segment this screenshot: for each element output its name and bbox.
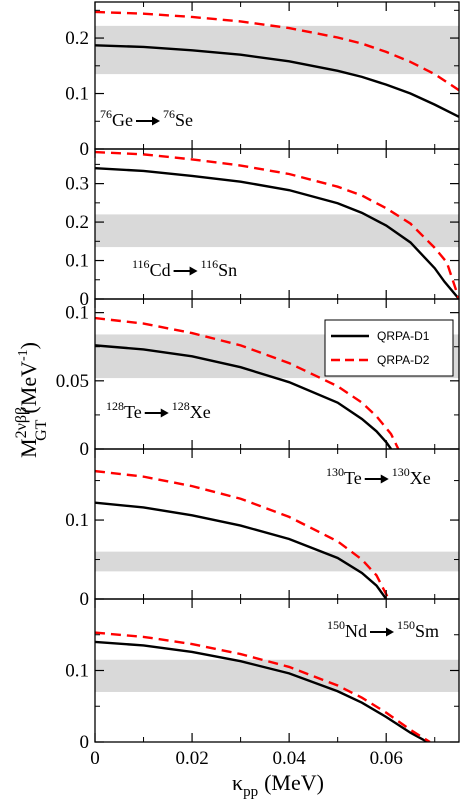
y-tick-label: 0.3	[65, 174, 89, 195]
daughter-symbol: Xe	[190, 402, 211, 422]
parent-symbol: Nd	[345, 621, 367, 641]
experimental-band	[95, 25, 459, 75]
series-line-qrpa-d1	[95, 640, 429, 742]
arrow-head	[152, 116, 160, 126]
y-tick-label: 0.05	[56, 371, 89, 392]
series-line-qrpa-d2	[95, 631, 431, 742]
daughter-symbol: Se	[175, 110, 193, 130]
parent-symbol: Te	[344, 468, 362, 488]
parent-mass: 128	[106, 399, 124, 413]
y-tick-label: 0.1	[65, 510, 89, 531]
reaction-arrow-icon	[364, 474, 389, 484]
daughter-symbol: Xe	[410, 468, 431, 488]
series-line-qrpa-d1	[95, 44, 459, 118]
y-tick-label: 0	[80, 139, 90, 160]
y-axis-subscript: GT	[33, 419, 50, 441]
experimental-band	[95, 214, 459, 248]
experimental-band	[95, 551, 459, 572]
y-axis-superscript: 2νββ	[13, 407, 30, 439]
arrow-head	[380, 474, 389, 484]
series-line-qrpa-d2	[95, 469, 390, 599]
daughter-mass: 130	[392, 465, 410, 479]
x-tick-label: 0.06	[370, 748, 403, 769]
series-line-qrpa-d2	[95, 316, 400, 449]
y-tick-label: 0.2	[65, 28, 89, 49]
y-tick-label: 0	[80, 589, 90, 610]
x-axis-unit: (MeV)	[264, 770, 324, 795]
y-tick-label: 0.1	[65, 661, 89, 682]
x-axis-subscript: pp	[243, 784, 258, 800]
reaction-arrow-icon	[370, 627, 394, 637]
parent-mass: 150	[327, 618, 345, 632]
daughter-mass: 150	[397, 618, 415, 632]
x-axis-title: κpp (MeV)	[232, 770, 324, 800]
legend: QRPA-D1 QRPA-D2	[324, 319, 454, 377]
legend-label-qrpa-d2: QRPA-D2	[377, 353, 430, 367]
x-axis-symbol: κ	[232, 770, 243, 795]
y-tick-label: 0	[80, 289, 90, 310]
y-axis-base: M	[16, 438, 41, 458]
daughter-mass: 128	[172, 399, 190, 413]
y-axis-unit-close: )	[16, 342, 41, 349]
parent-mass: 130	[326, 465, 344, 479]
series-line-qrpa-d1	[95, 344, 393, 449]
y-tick-label: 0	[80, 732, 90, 753]
reaction-label: 76Ge 76Se	[100, 107, 193, 130]
arrow-head	[189, 266, 198, 276]
x-tick-label: 0	[90, 748, 100, 769]
reaction-arrow-icon	[173, 266, 198, 276]
reaction-label: 116Cd 116Sn	[132, 257, 237, 280]
reaction-arrow-icon	[136, 116, 160, 126]
x-tick-label: 0.02	[175, 748, 208, 769]
y-axis-unit-exponent: -1	[16, 349, 31, 361]
parent-mass: 76	[100, 107, 112, 121]
reaction-label: 130Te 130Xe	[326, 465, 431, 488]
arrow-head	[160, 408, 169, 418]
daughter-symbol: Sm	[415, 621, 439, 641]
daughter-symbol: Sn	[218, 260, 237, 280]
x-tick-label: 0.04	[273, 748, 307, 769]
y-tick-label: 0.1	[65, 251, 89, 272]
experimental-band	[95, 659, 459, 692]
series-line-qrpa-d2	[95, 10, 459, 92]
y-tick-label: 0.1	[65, 303, 89, 324]
series-line-qrpa-d1	[95, 167, 459, 299]
reaction-label: 150Nd 150Sm	[327, 618, 439, 641]
reaction-arrow-icon	[144, 408, 169, 418]
legend-label-qrpa-d1: QRPA-D1	[377, 329, 430, 343]
series-line-qrpa-d2	[95, 150, 459, 299]
parent-symbol: Cd	[150, 260, 171, 280]
series-line-qrpa-d1	[95, 501, 388, 599]
parent-mass: 116	[132, 257, 150, 271]
arrow-head	[386, 627, 394, 637]
y-axis-unit-open: (MeV	[16, 361, 41, 414]
y-tick-label: 0	[80, 439, 90, 460]
reaction-label: 128Te 128Xe	[106, 399, 211, 422]
y-axis-title: M2νββ GT (MeV-1)	[13, 342, 50, 458]
parent-symbol: Ge	[112, 110, 133, 130]
legend-box	[324, 319, 454, 377]
parent-symbol: Te	[124, 402, 142, 422]
panel-frame	[94, 1, 460, 150]
daughter-mass: 116	[201, 257, 219, 271]
y-tick-label: 0.2	[65, 212, 89, 233]
y-tick-label: 0.1	[65, 84, 89, 105]
daughter-mass: 76	[163, 107, 175, 121]
